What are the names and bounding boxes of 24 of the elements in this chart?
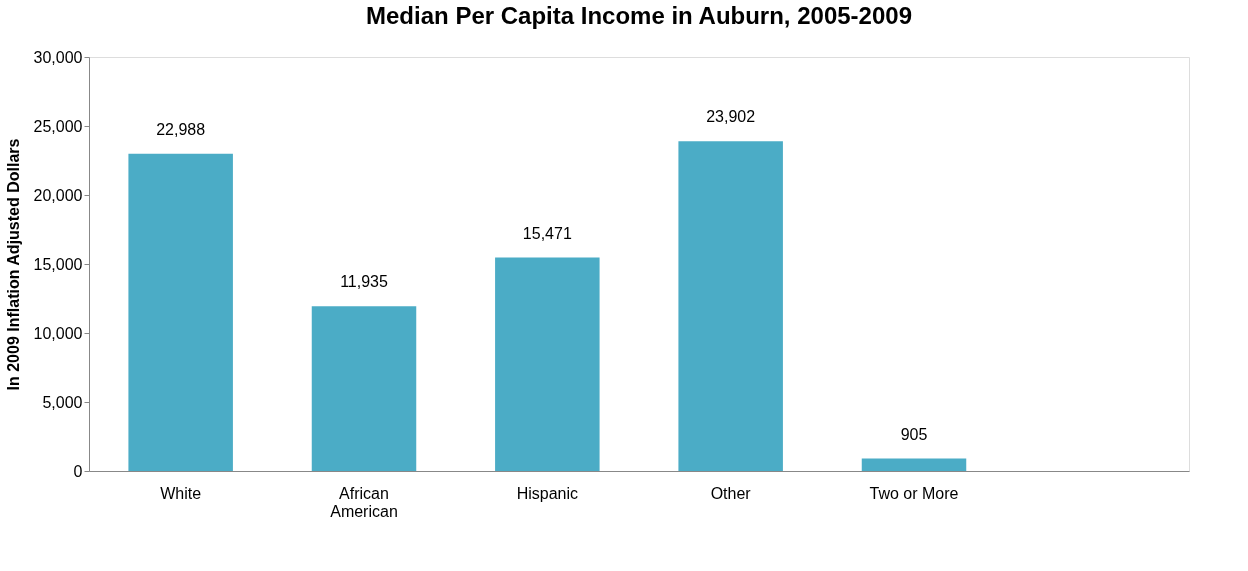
data-label: 23,902	[706, 108, 756, 126]
x-tick-label: White	[160, 484, 202, 502]
y-tick-label: 15,000	[33, 255, 83, 273]
bar	[678, 141, 783, 471]
y-tick-label: 0	[73, 462, 83, 480]
bar	[495, 257, 600, 471]
y-tick-label: 20,000	[33, 186, 83, 204]
x-tick-label: Hispanic	[516, 484, 579, 502]
bar	[311, 306, 417, 471]
data-label: 11,935	[340, 273, 388, 291]
data-label: 905	[900, 425, 928, 443]
data-label: 15,471	[522, 224, 572, 242]
x-tick-label: Two or More	[869, 484, 959, 502]
chart-title: Median Per Capita Income in Auburn, 2005-2009	[366, 2, 912, 29]
y-axis-title: In 2009 Inflation Adjusted Dollars	[4, 138, 22, 391]
bar	[128, 153, 233, 471]
x-tick-label: Other	[710, 484, 752, 502]
y-tick-label: 5,000	[42, 393, 83, 411]
data-label: 22,988	[156, 120, 206, 138]
y-tick-label: 10,000	[33, 324, 83, 342]
y-tick-label: 25,000	[33, 117, 83, 135]
y-tick-label: 30,000	[33, 48, 83, 66]
x-tick-label: African American	[330, 484, 398, 520]
bar	[861, 458, 967, 471]
